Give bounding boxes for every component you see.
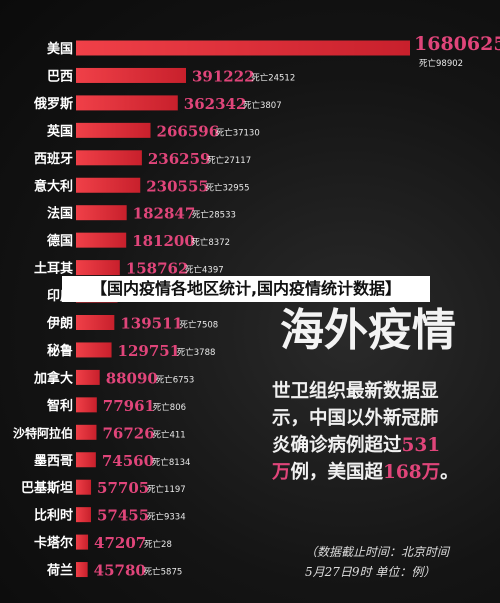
confirmed-bar	[76, 534, 89, 550]
panel-desc-line: 万例，美国超168万。	[271, 461, 459, 483]
death-label: 死亡411	[152, 429, 185, 440]
country-label: 巴西	[47, 69, 73, 84]
country-label: 土耳其	[34, 261, 73, 277]
death-label: 死亡7508	[180, 320, 219, 331]
confirmed-bar	[76, 232, 127, 248]
confirmed-value: 77961	[103, 397, 155, 415]
death-label: 死亡8134	[152, 457, 191, 468]
death-label: 死亡9334	[147, 512, 186, 523]
death-label: 死亡3788	[177, 347, 216, 358]
death-label: 死亡8372	[191, 237, 230, 248]
country-label: 西班牙	[34, 151, 73, 167]
country-label: 俄罗斯	[33, 96, 73, 112]
country-label: 德国	[47, 233, 73, 249]
confirmed-bar	[76, 95, 178, 111]
country-label: 荷兰	[46, 563, 73, 579]
panel-desc-line: 世卫组织最新数据显	[272, 380, 439, 402]
confirmed-value: 45780	[94, 562, 146, 580]
death-label: 死亡3807	[243, 100, 282, 111]
confirmed-bar	[76, 150, 142, 166]
confirmed-bar	[76, 507, 91, 523]
confirmed-value: 391222	[192, 67, 255, 85]
confirmed-value: 158762	[126, 260, 189, 278]
confirmed-value: 76726	[102, 424, 154, 442]
confirmed-value: 230555	[146, 177, 209, 195]
death-label: 死亡5875	[144, 567, 183, 578]
confirmed-value: 236259	[148, 150, 211, 168]
country-label: 美国	[47, 41, 73, 57]
confirmed-value: 362342	[184, 95, 247, 113]
confirmed-value: 139511	[120, 315, 183, 333]
country-label: 卡塔尔	[34, 535, 73, 551]
confirmed-value: 74560	[102, 452, 154, 470]
death-label: 死亡27117	[207, 155, 251, 166]
death-label: 死亡28	[144, 539, 172, 550]
country-label: 伊朗	[46, 316, 73, 332]
confirmed-bar	[76, 369, 100, 385]
death-label: 死亡6753	[156, 374, 195, 385]
country-label: 智利	[47, 398, 73, 414]
confirmed-value: 57705	[97, 479, 149, 497]
death-label: 死亡806	[153, 402, 186, 413]
confirmed-bar	[76, 479, 92, 495]
confirmed-bar	[76, 177, 141, 193]
confirmed-bar	[76, 122, 151, 138]
death-label: 死亡32955	[205, 182, 249, 193]
country-label: 墨西哥	[34, 453, 73, 469]
country-label: 加拿大	[33, 370, 73, 386]
confirmed-value: 182847	[133, 205, 196, 223]
country-label: 沙特阿拉伯	[13, 425, 73, 440]
country-label: 秘鲁	[47, 343, 73, 359]
confirmed-value: 47207	[94, 534, 146, 552]
panel-title: 海外疫情	[280, 305, 456, 356]
death-label: 死亡37130	[216, 127, 260, 138]
confirmed-bar	[76, 40, 410, 56]
confirmed-bar	[76, 452, 96, 468]
death-label: 死亡4397	[185, 265, 224, 276]
death-label: 死亡28533	[192, 210, 236, 221]
confirmed-bar	[76, 397, 97, 413]
confirmed-bar	[76, 315, 115, 330]
country-label: 意大利	[34, 178, 73, 194]
confirmed-bar	[76, 342, 112, 358]
death-label: 死亡1197	[147, 484, 186, 495]
confirmed-bar	[76, 562, 88, 578]
confirmed-value: 266596	[157, 122, 220, 140]
death-label: 死亡98902	[419, 58, 463, 69]
country-label: 巴基斯坦	[21, 480, 73, 496]
panel-note-line: （数据截止时间：北京时间	[305, 545, 451, 559]
confirmed-value: 88090	[106, 369, 158, 387]
country-label: 法国	[47, 206, 73, 222]
confirmed-bar	[76, 205, 127, 221]
caption-banner: 【国内疫情各地区统计,国内疫情统计数据】	[62, 276, 430, 302]
confirmed-value: 129751	[118, 342, 181, 360]
confirmed-bar	[76, 260, 120, 276]
country-label: 比利时	[34, 508, 73, 524]
confirmed-value: 57455	[97, 507, 149, 525]
panel-note-line: 5月27日9时 单位：例）	[305, 565, 435, 579]
panel-desc-line: 炎确诊病例超过531	[272, 434, 440, 456]
confirmed-bar	[76, 424, 97, 440]
death-label: 死亡24512	[251, 72, 295, 83]
confirmed-value: 1680625	[414, 33, 500, 55]
confirmed-value: 181200	[132, 232, 195, 250]
panel-desc-line: 示，中国以外新冠肺	[272, 407, 439, 429]
country-label: 英国	[46, 123, 73, 139]
confirmed-bar	[76, 67, 186, 83]
